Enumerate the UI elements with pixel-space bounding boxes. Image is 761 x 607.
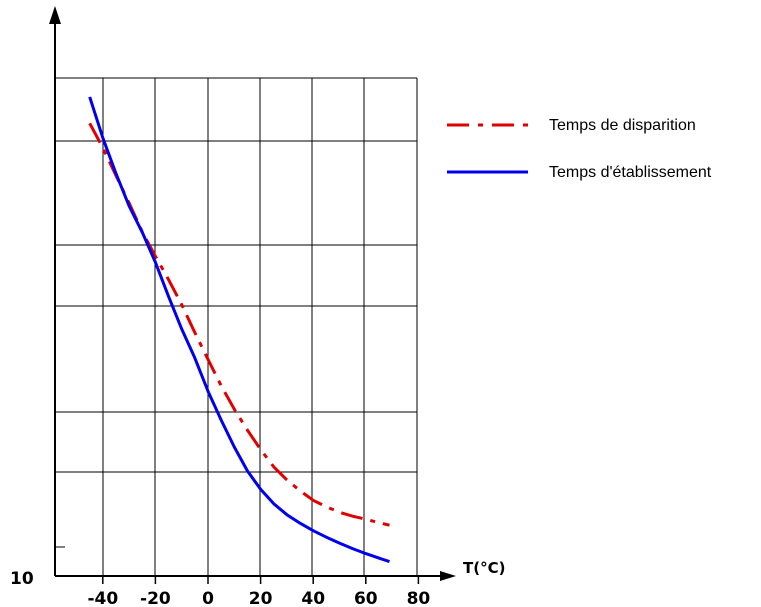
- x-tick-label: -20: [140, 589, 171, 607]
- x-tick-label: 40: [301, 589, 325, 607]
- x-axis-title: T(°C): [463, 559, 505, 577]
- series-layer: [88, 96, 390, 564]
- x-tick-label: 80: [407, 589, 431, 607]
- legend: Temps de disparition Temps d'établisseme…: [447, 117, 712, 181]
- x-tick-label: 20: [249, 589, 273, 607]
- y-axis-arrow-icon: [49, 6, 61, 24]
- axes: [49, 6, 456, 581]
- x-ticks: -40 -20 0 20 40 60 80: [87, 576, 430, 607]
- legend-item-etablissement: Temps d'établissement: [447, 164, 712, 181]
- x-tick-label: 60: [354, 589, 378, 607]
- x-axis-arrow-icon: [440, 571, 456, 581]
- legend-label-disparition: Temps de disparition: [549, 117, 696, 134]
- grid: [55, 77, 418, 576]
- y-tick-label-10: 10: [10, 569, 34, 589]
- x-tick-label: 0: [202, 589, 214, 607]
- legend-item-disparition: Temps de disparition: [447, 117, 696, 134]
- series-line-etablissement: [88, 96, 390, 564]
- series-line-disparition: [88, 122, 390, 527]
- x-tick-label: -40: [87, 589, 118, 607]
- legend-label-etablissement: Temps d'établissement: [549, 164, 712, 181]
